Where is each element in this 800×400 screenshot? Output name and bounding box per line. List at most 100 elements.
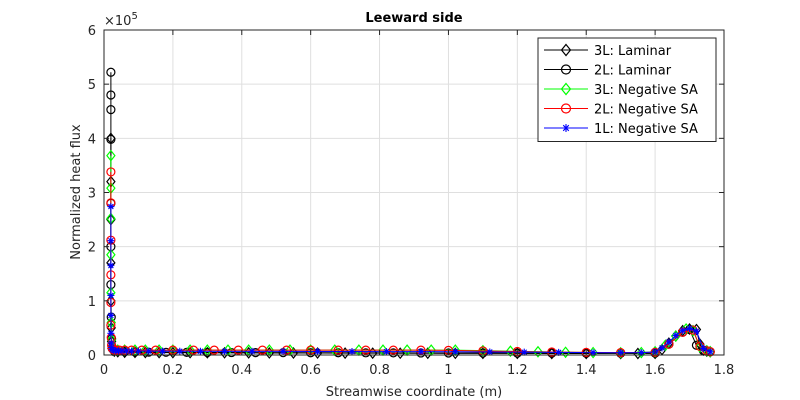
star-marker <box>107 311 115 319</box>
star-marker <box>107 339 115 347</box>
diamond-marker <box>636 346 647 359</box>
star-marker <box>589 349 597 357</box>
star-marker <box>417 348 425 356</box>
diamond-marker <box>478 344 488 357</box>
diamond-marker <box>560 43 572 57</box>
circle-marker <box>233 345 243 355</box>
legend-entry: 2L: Negative SA <box>544 103 698 118</box>
legend-entry: 1L: Negative SA <box>544 122 698 137</box>
legend-entry: 3L: Negative SA <box>544 82 698 98</box>
star-marker <box>520 348 528 356</box>
chart-title: Leeward side <box>365 11 462 26</box>
circle-marker <box>151 345 161 355</box>
circle-marker <box>257 345 268 355</box>
star-marker <box>107 329 115 337</box>
legend-label: 3L: Negative SA <box>594 83 698 98</box>
y-tick-label: 4 <box>88 132 96 147</box>
star-marker <box>699 345 707 352</box>
star-marker <box>108 343 116 351</box>
star-marker <box>107 291 115 299</box>
x-tick-label: 0.8 <box>369 363 390 378</box>
legend-label: 2L: Laminar <box>594 64 672 79</box>
star-marker <box>658 344 666 352</box>
diamond-marker <box>660 339 671 352</box>
star-marker <box>692 327 700 335</box>
circle-marker <box>106 167 116 177</box>
star-marker <box>279 347 287 355</box>
x-tick-label: 1.4 <box>576 363 597 378</box>
star-marker <box>562 124 570 132</box>
star-marker <box>134 347 142 355</box>
circle-marker <box>560 103 572 114</box>
diamond-marker <box>533 345 543 358</box>
circle-marker <box>695 341 705 351</box>
star-marker <box>221 347 229 355</box>
axes <box>103 29 725 356</box>
star-marker <box>145 347 153 355</box>
star-marker <box>176 347 184 355</box>
legend-entry: 3L: Laminar <box>544 43 672 59</box>
y-tick-label: 1 <box>88 295 96 310</box>
diamond-marker <box>615 346 626 359</box>
x-tick-label: 0.6 <box>300 363 321 378</box>
circle-marker <box>209 345 219 355</box>
circle-marker <box>106 105 116 115</box>
legend-box <box>537 37 717 142</box>
x-tick-label: 0 <box>100 363 108 378</box>
star-marker <box>122 347 130 355</box>
star-marker <box>314 347 322 355</box>
star-marker <box>637 349 645 357</box>
diamond-marker <box>671 330 681 343</box>
legend-label: 3L: Laminar <box>594 44 672 59</box>
diamond-marker <box>505 345 516 358</box>
star-marker <box>118 347 126 355</box>
circle-marker <box>106 134 116 145</box>
circle-marker <box>388 348 398 358</box>
tick-labels: 0 0.2 0.4 0.6 0.8 1 1.2 1.4 1.6 1.8 0 1 2 3 4 5 6 <box>88 24 735 378</box>
y-tick-label: 0 <box>88 349 96 364</box>
star-marker <box>706 348 714 356</box>
circle-marker <box>361 345 371 355</box>
circle-marker <box>333 345 343 355</box>
star-marker <box>107 203 115 211</box>
legend: 3L: Laminar 2L: Laminar 3L: Negative SA 2L:… <box>537 37 717 142</box>
star-marker <box>486 348 494 356</box>
legend-entry: 2L: Laminar <box>544 64 672 79</box>
legend-label: 2L: Negative SA <box>594 103 698 118</box>
x-axis-label: Streamwise coordinate (m) <box>326 385 502 400</box>
circle-marker <box>306 348 316 358</box>
circle-marker <box>361 348 371 358</box>
circle-marker <box>188 345 199 355</box>
x-tick-label: 1 <box>444 363 452 378</box>
series-5 <box>107 203 714 357</box>
x-tick-label: 0.2 <box>163 363 184 378</box>
circle-marker <box>560 64 572 75</box>
y-tick-label: 2 <box>88 241 96 256</box>
star-marker <box>686 324 694 332</box>
diamond-marker <box>106 149 116 162</box>
star-marker <box>665 338 673 346</box>
circle-marker <box>388 345 398 355</box>
star-marker <box>382 348 390 356</box>
star-marker <box>248 347 256 355</box>
star-marker <box>159 347 167 355</box>
x-tick-label: 1.8 <box>714 363 735 378</box>
star-marker <box>617 349 625 357</box>
y-axis-label: Normalized heat flux <box>69 124 84 260</box>
y-exponent-label: ×105 <box>104 11 138 29</box>
circle-marker <box>705 347 715 357</box>
x-tick-label: 1.2 <box>507 363 528 378</box>
star-marker <box>128 347 136 355</box>
star-marker <box>672 332 680 339</box>
x-tick-label: 1.6 <box>645 363 666 378</box>
diamond-marker <box>560 82 572 96</box>
star-marker <box>107 262 115 270</box>
circle-marker <box>106 90 116 100</box>
star-marker <box>107 237 115 245</box>
diamond-marker <box>560 346 571 359</box>
star-marker <box>555 348 563 356</box>
star-marker <box>679 327 687 335</box>
x-tick-label: 0.4 <box>231 363 252 378</box>
y-tick-label: 6 <box>88 24 96 39</box>
